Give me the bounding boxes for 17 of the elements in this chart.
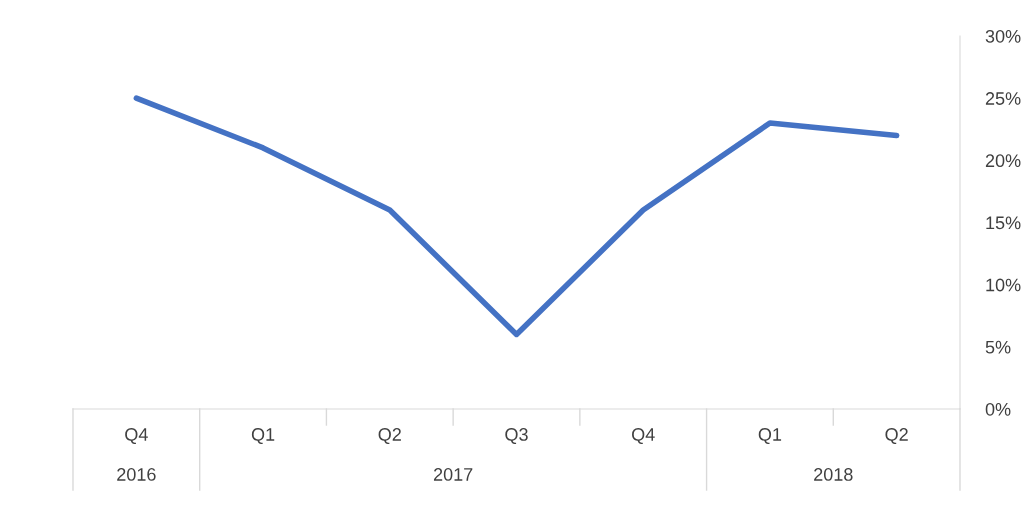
y-tick-label: 0% bbox=[985, 402, 1011, 416]
y-tick-label: 30% bbox=[985, 29, 1021, 43]
text: 2018 bbox=[814, 468, 853, 481]
text: 2016 bbox=[117, 468, 156, 481]
x-tick-label: Q4 bbox=[125, 428, 148, 445]
x-tick-label: Q2 bbox=[378, 428, 401, 445]
x-tick-label: Q3 bbox=[505, 428, 528, 445]
x-tick-label: Q1 bbox=[251, 428, 275, 445]
x-tick-label: Q2 bbox=[885, 428, 908, 445]
y-tick-label: 15% bbox=[986, 216, 1021, 230]
x-tick-label: Q4 bbox=[632, 428, 655, 445]
y-tick-label: 10% bbox=[986, 278, 1021, 292]
y-tick-label: 5% bbox=[985, 340, 1011, 354]
text: 2017 bbox=[433, 468, 473, 481]
y-tick-label: 25% bbox=[985, 92, 1021, 105]
y-tick-label: 20% bbox=[985, 154, 1021, 168]
x-tick-label: Q1 bbox=[758, 428, 782, 445]
